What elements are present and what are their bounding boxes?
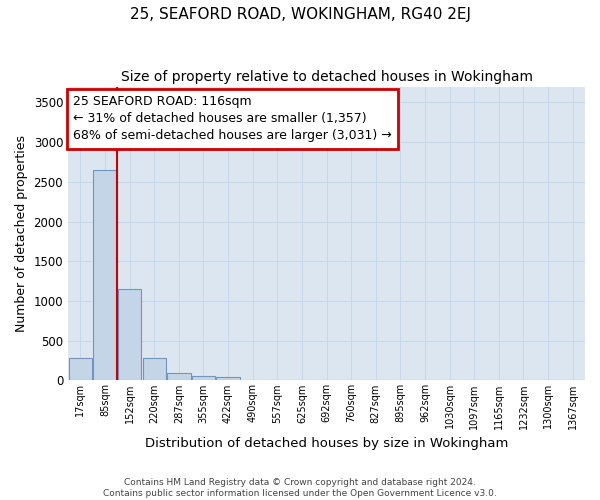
Bar — [167, 373, 191, 380]
Bar — [143, 358, 166, 380]
Bar — [93, 170, 116, 380]
Text: 25 SEAFORD ROAD: 116sqm
← 31% of detached houses are smaller (1,357)
68% of semi: 25 SEAFORD ROAD: 116sqm ← 31% of detache… — [73, 96, 392, 142]
Text: Contains HM Land Registry data © Crown copyright and database right 2024.
Contai: Contains HM Land Registry data © Crown c… — [103, 478, 497, 498]
Bar — [118, 289, 141, 380]
Text: 25, SEAFORD ROAD, WOKINGHAM, RG40 2EJ: 25, SEAFORD ROAD, WOKINGHAM, RG40 2EJ — [130, 8, 470, 22]
Bar — [68, 358, 92, 380]
X-axis label: Distribution of detached houses by size in Wokingham: Distribution of detached houses by size … — [145, 437, 508, 450]
Title: Size of property relative to detached houses in Wokingham: Size of property relative to detached ho… — [121, 70, 533, 84]
Bar — [217, 377, 240, 380]
Y-axis label: Number of detached properties: Number of detached properties — [15, 135, 28, 332]
Bar — [192, 376, 215, 380]
